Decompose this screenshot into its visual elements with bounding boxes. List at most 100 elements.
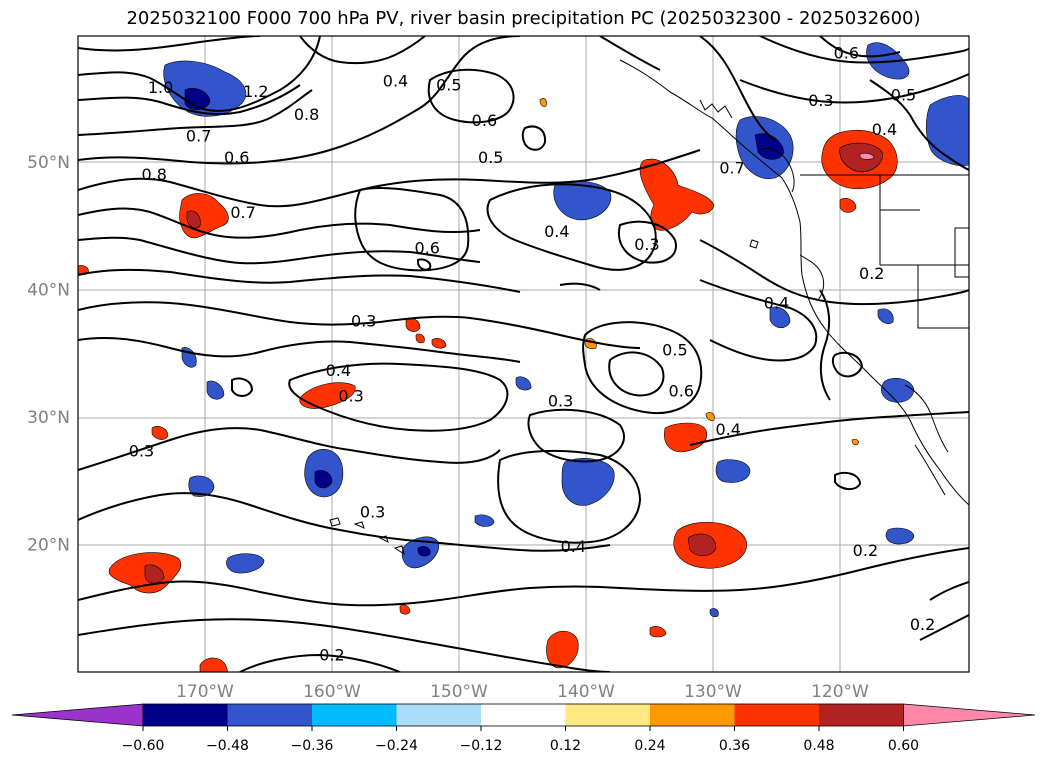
colorbar-tick-label: 0.48 (803, 738, 834, 754)
colorbar-frame (142, 703, 904, 727)
latitude-labels: 50°N 40°N 30°N 20°N (27, 153, 70, 556)
contour-label: 0.5 (478, 148, 503, 167)
contour-label: 0.3 (351, 311, 376, 330)
blob-positive (639, 158, 715, 231)
colorbar-extend-min (11, 703, 144, 727)
blob-negative (304, 448, 344, 498)
colorbar-tick-label: −0.36 (291, 738, 334, 754)
latitude-label: 50°N (27, 153, 70, 173)
contour-label: 0.3 (338, 387, 363, 406)
contour-label: 0.3 (634, 235, 659, 254)
colorbar-tick-label: −0.12 (460, 738, 503, 754)
colorbar-tick-label: 0.36 (719, 738, 750, 754)
longitude-label: 170°W (176, 682, 234, 702)
blob-negative (885, 527, 915, 545)
map-frame (77, 35, 970, 673)
contour-label: 0.6 (415, 239, 440, 258)
blob-negative (163, 60, 247, 117)
longitude-label: 150°W (430, 682, 488, 702)
blob-negative (881, 377, 915, 403)
colorbar-tick-label: 0.60 (888, 738, 919, 754)
contour-label: 0.8 (294, 105, 319, 124)
blob-negative (515, 376, 532, 391)
contour-label: 0.5 (662, 341, 687, 360)
blob-positive (649, 626, 667, 638)
pv-contours (78, 36, 969, 672)
contour-label: 0.2 (859, 264, 884, 283)
colorbar-tick-label: −0.48 (206, 738, 249, 754)
contour-label: 0.7 (186, 127, 211, 146)
blob-positive (664, 422, 708, 453)
blob-negative (877, 308, 894, 324)
contour-label: 0.4 (764, 294, 789, 313)
contour-label: 0.7 (719, 158, 744, 177)
contour-label: 0.4 (872, 120, 897, 139)
contour-labels: 1.0 1.2 0.8 0.7 0.6 0.8 0.7 0.6 0.4 0.5 0.6 0.5 0.4 0… (129, 44, 936, 665)
blob-positive (546, 630, 579, 669)
contour-label: 0.6 (472, 111, 497, 130)
blob-positive (415, 333, 425, 344)
latitude-label: 40°N (27, 281, 70, 301)
blob-positive (839, 198, 857, 213)
colorbar-swatch (396, 704, 482, 726)
blob-positive (821, 129, 898, 190)
blob-positive (179, 193, 229, 239)
blob-positive (151, 426, 169, 440)
blob-negative (226, 553, 265, 574)
contour-label: 0.4 (383, 72, 408, 91)
colorbar-tick-label: 0.24 (634, 738, 665, 754)
colorbar (11, 703, 1036, 727)
contour-label: 0.3 (808, 91, 833, 110)
contour-label: 0.3 (548, 392, 573, 411)
blob-negative (735, 116, 794, 179)
plot-title: 2025032100 F000 700 hPa PV, river basin … (126, 8, 921, 29)
contour-label: 0.2 (910, 615, 935, 634)
blob-positive (851, 438, 859, 446)
latitude-label: 20°N (27, 536, 70, 556)
longitude-label: 160°W (303, 682, 361, 702)
colorbar-swatch (565, 704, 651, 726)
contour-label: 1.0 (148, 78, 173, 97)
blob-positive (199, 657, 229, 672)
precip-blobs (78, 42, 969, 672)
contour-label: 0.4 (544, 222, 569, 241)
contour-label: 0.2 (319, 645, 344, 664)
blob-negative (709, 608, 719, 618)
longitude-labels: 170°W 160°W 150°W 140°W 130°W 120°W (176, 682, 869, 702)
contour-label: 0.5 (436, 76, 461, 95)
blob-negative (206, 380, 225, 400)
contour-label: 0.2 (853, 541, 878, 560)
contour-label: 0.8 (141, 165, 166, 184)
colorbar-swatch (650, 704, 735, 726)
blob-positive (539, 98, 547, 107)
contour-label: 0.4 (561, 537, 586, 556)
colorbar-tick-label: −0.60 (122, 738, 165, 754)
contour-label: 0.6 (224, 148, 249, 167)
colorbar-swatch (481, 704, 566, 726)
blob-negative (474, 514, 495, 527)
blob-negative (769, 306, 791, 329)
coastline (329, 59, 969, 556)
contour-label: 0.3 (129, 441, 154, 460)
blob-negative (561, 458, 615, 506)
longitude-label: 140°W (557, 682, 615, 702)
contour-label: 0.5 (891, 86, 916, 105)
blob-positive (705, 412, 715, 421)
blob-negative (401, 536, 440, 569)
blob-positive (431, 338, 447, 349)
colorbar-swatch (143, 704, 228, 726)
colorbar-extend-max (903, 703, 1036, 727)
longitude-label: 120°W (811, 682, 869, 702)
latitude-label: 30°N (27, 408, 70, 428)
blob-positive (673, 521, 747, 569)
contour-label: 0.3 (360, 503, 385, 522)
blob-positive (399, 604, 411, 615)
blob-negative (715, 459, 751, 483)
contour-label: 0.4 (326, 361, 351, 380)
colorbar-swatch (819, 704, 904, 726)
colorbar-swatch (227, 704, 313, 726)
contour-label: 1.2 (243, 82, 268, 101)
contour-label: 0.6 (669, 382, 694, 401)
colorbar-swatch (734, 704, 820, 726)
colorbar-swatch (312, 704, 397, 726)
